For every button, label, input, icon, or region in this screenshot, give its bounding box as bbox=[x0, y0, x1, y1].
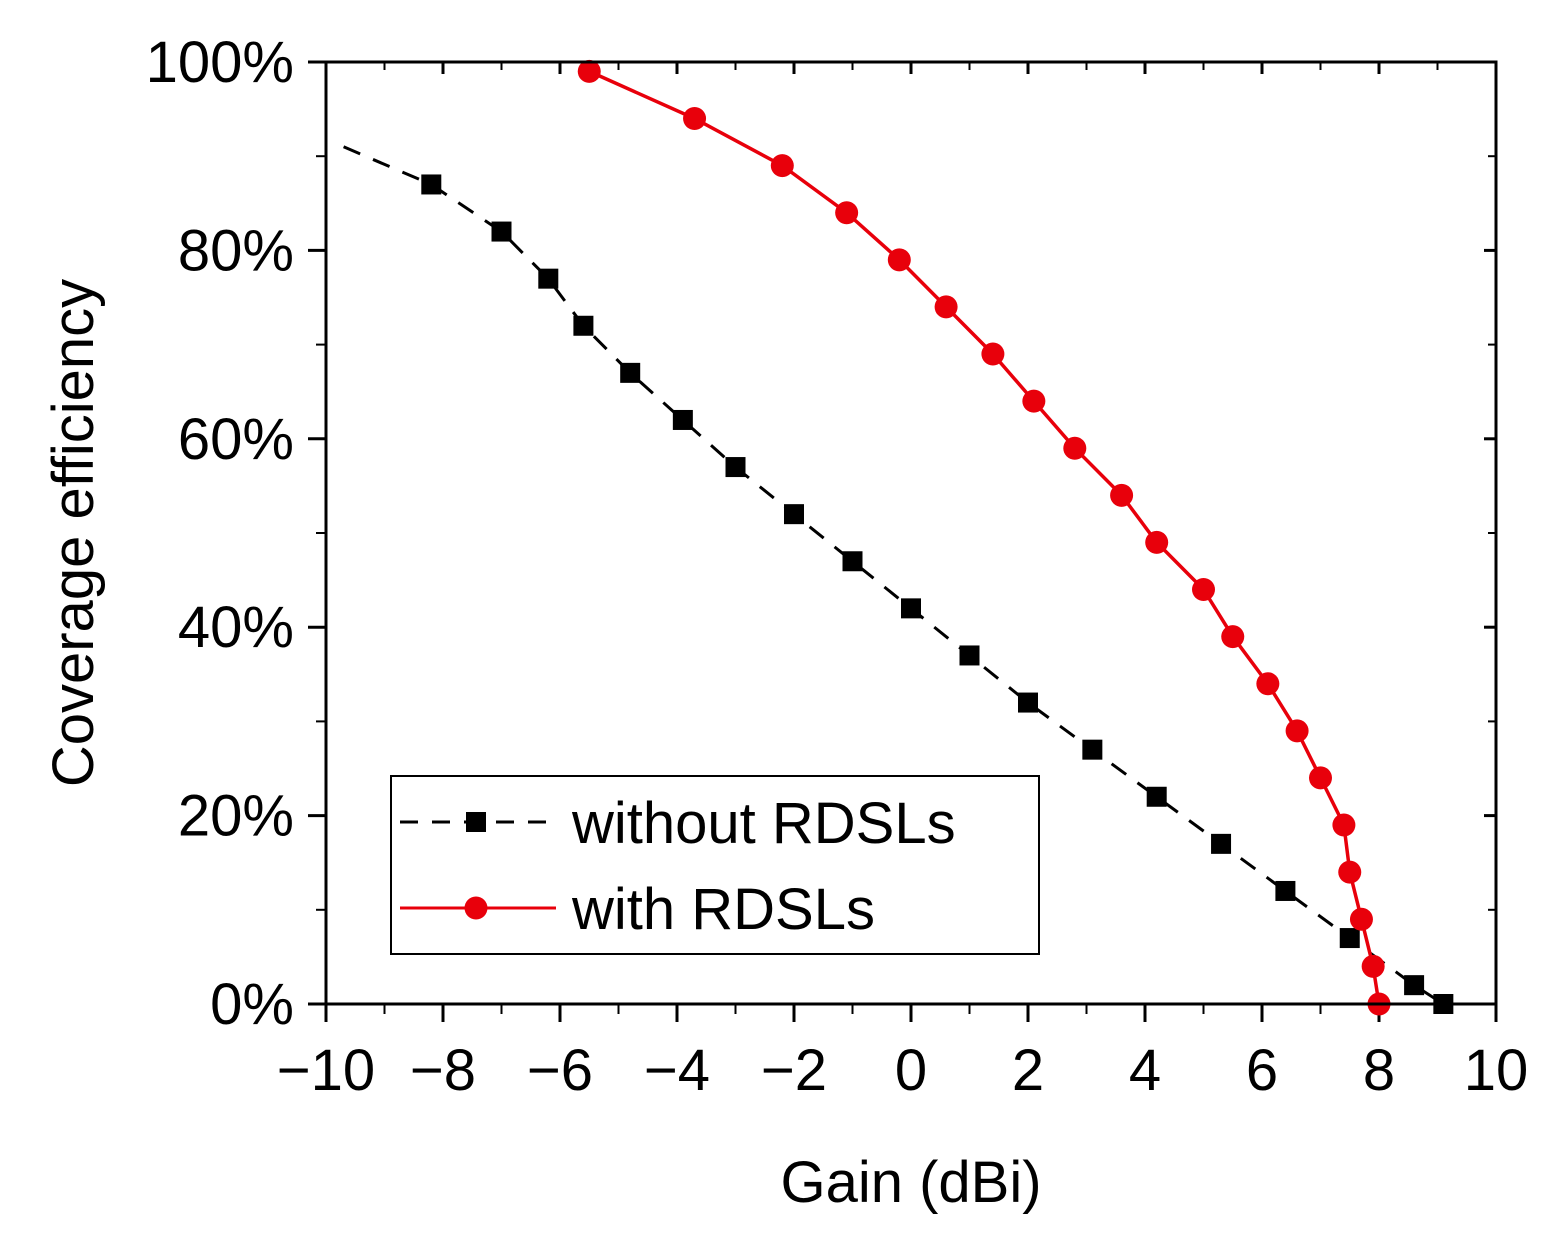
x-tick-label: 4 bbox=[1129, 1038, 1161, 1103]
series-with-rdsls bbox=[577, 59, 1391, 1016]
data-point-circle bbox=[887, 248, 911, 272]
data-point-circle bbox=[1361, 954, 1385, 978]
x-tick-label: 0 bbox=[895, 1038, 927, 1103]
legend-marker-square bbox=[466, 812, 486, 832]
x-tick-labels: −10 −8 −6 −4 −2 0 2 4 6 8 10 bbox=[277, 1038, 1528, 1103]
data-point-square bbox=[573, 315, 594, 336]
x-axis-title: Gain (dBi) bbox=[780, 1150, 1041, 1215]
legend-entry: with RDSLs bbox=[400, 877, 875, 942]
data-point-square bbox=[1275, 880, 1296, 901]
legend: without RDSLs with RDSLs bbox=[390, 775, 1040, 955]
major-ticks bbox=[308, 60, 1498, 1022]
x-tick-label: 8 bbox=[1363, 1038, 1395, 1103]
data-point-square bbox=[725, 457, 746, 478]
data-point-square bbox=[421, 174, 442, 195]
x-tick-label: −2 bbox=[761, 1038, 827, 1103]
data-point-square bbox=[901, 598, 921, 619]
data-point-square bbox=[842, 551, 863, 572]
data-point-square bbox=[1018, 692, 1038, 713]
y-tick-label: 60% bbox=[178, 407, 294, 472]
legend-label: with RDSLs bbox=[571, 877, 875, 942]
data-point-circle bbox=[934, 295, 958, 319]
y-tick-labels: 0% 20% 40% 60% 80% 100% bbox=[146, 30, 294, 1037]
y-tick-label: 20% bbox=[178, 784, 294, 849]
data-point-circle bbox=[770, 154, 794, 178]
x-tick-label: −4 bbox=[644, 1038, 710, 1103]
x-tick-label: −8 bbox=[410, 1038, 476, 1103]
data-point-circle bbox=[835, 201, 859, 225]
data-point-circle bbox=[683, 107, 707, 131]
legend-marker-circle bbox=[464, 896, 488, 920]
x-tick-label: 2 bbox=[1012, 1038, 1044, 1103]
data-point-circle bbox=[981, 342, 1005, 366]
data-point-circle bbox=[577, 59, 601, 83]
legend-label: without RDSLs bbox=[571, 791, 956, 856]
y-tick-label: 40% bbox=[178, 595, 294, 660]
data-point-square bbox=[620, 362, 641, 383]
data-point-circle bbox=[1285, 719, 1309, 743]
data-point-square bbox=[1146, 786, 1167, 807]
data-point-circle bbox=[1332, 813, 1356, 837]
data-point-square bbox=[491, 221, 512, 242]
y-tick-label: 100% bbox=[146, 30, 294, 95]
data-point-circle bbox=[1110, 483, 1134, 507]
plot-area bbox=[308, 59, 1498, 1022]
data-point-square bbox=[1082, 739, 1103, 760]
data-point-circle bbox=[1221, 625, 1245, 649]
plot-frame bbox=[324, 60, 1498, 1006]
data-point-square bbox=[1339, 928, 1360, 949]
y-tick-label: 80% bbox=[178, 218, 294, 283]
data-point-square bbox=[784, 504, 804, 525]
legend-box bbox=[390, 775, 1040, 955]
data-point-circle bbox=[1063, 436, 1087, 460]
data-point-circle bbox=[1349, 907, 1373, 931]
data-point-circle bbox=[1192, 578, 1215, 602]
x-tick-label: 6 bbox=[1246, 1038, 1278, 1103]
data-point-square bbox=[672, 409, 693, 430]
x-tick-label: −6 bbox=[527, 1038, 593, 1103]
data-point-circle bbox=[1309, 766, 1332, 790]
y-tick-label: 0% bbox=[210, 972, 294, 1037]
data-point-circle bbox=[1022, 389, 1046, 413]
legend-entries: without RDSLs with RDSLs bbox=[400, 791, 956, 942]
data-point-square bbox=[1404, 975, 1425, 996]
y-axis-title: Coverage efficiency bbox=[41, 279, 106, 787]
data-point-square bbox=[538, 268, 559, 289]
data-point-circle bbox=[1256, 672, 1280, 696]
data-point-square bbox=[959, 645, 980, 666]
data-point-circle bbox=[1338, 860, 1362, 884]
data-point-circle bbox=[1145, 530, 1169, 554]
x-tick-label: −10 bbox=[277, 1038, 375, 1103]
legend-entry: without RDSLs bbox=[400, 791, 956, 856]
x-tick-label: 10 bbox=[1464, 1038, 1529, 1103]
data-point-square bbox=[1211, 833, 1232, 854]
